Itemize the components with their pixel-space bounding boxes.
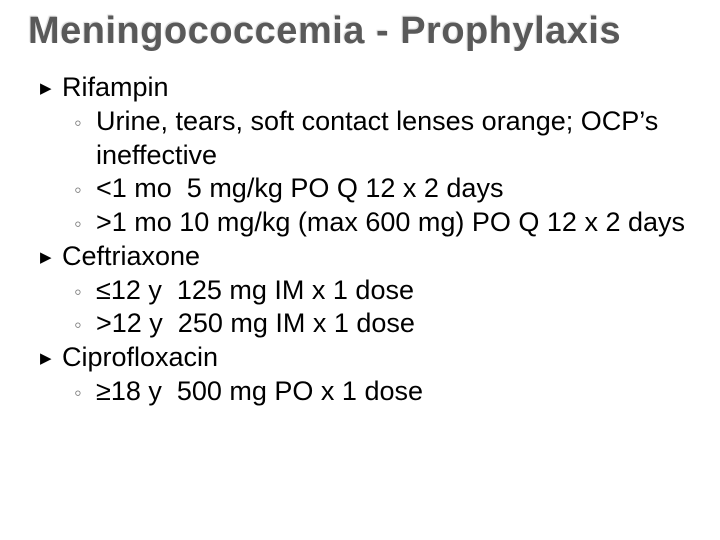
triangle-bullet-icon: ▶ [40,350,62,369]
sub-list-item: ◦ <1 mo 5 mg/kg PO Q 12 x 2 days [40,172,692,206]
sub-list-item-label: ≥18 y 500 mg PO x 1 dose [96,375,692,409]
list-item: ▶ Ciprofloxacin [40,341,692,375]
list-item-label: Ceftriaxone [62,240,692,274]
triangle-bullet-icon: ▶ [40,80,62,99]
ring-bullet-icon: ◦ [74,109,96,137]
sub-list-item: ◦ >1 mo 10 mg/kg (max 600 mg) PO Q 12 x … [40,206,692,240]
ring-bullet-icon: ◦ [74,278,96,306]
sub-list-item: ◦ ≤12 y 125 mg IM x 1 dose [40,274,692,308]
slide-content: ▶ Rifampin ◦ Urine, tears, soft contact … [28,71,692,409]
list-item-label: Rifampin [62,71,692,105]
ring-bullet-icon: ◦ [74,379,96,407]
list-item: ▶ Rifampin [40,71,692,105]
sub-list-item-label: >12 y 250 mg IM x 1 dose [96,307,692,341]
ring-bullet-icon: ◦ [74,210,96,238]
list-item-label: Ciprofloxacin [62,341,692,375]
sub-list-item: ◦ >12 y 250 mg IM x 1 dose [40,307,692,341]
sub-list-item: ◦ ≥18 y 500 mg PO x 1 dose [40,375,692,409]
sub-list-item-label: ≤12 y 125 mg IM x 1 dose [96,274,692,308]
ring-bullet-icon: ◦ [74,176,96,204]
triangle-bullet-icon: ▶ [40,249,62,268]
ring-bullet-icon: ◦ [74,311,96,339]
sub-list-item-label: Urine, tears, soft contact lenses orange… [96,105,692,173]
sub-list-item: ◦ Urine, tears, soft contact lenses oran… [40,105,692,173]
list-item: ▶ Ceftriaxone [40,240,692,274]
slide-title: Meningococcemia - Prophylaxis [28,10,692,53]
sub-list-item-label: >1 mo 10 mg/kg (max 600 mg) PO Q 12 x 2 … [96,206,692,240]
sub-list-item-label: <1 mo 5 mg/kg PO Q 12 x 2 days [96,172,692,206]
